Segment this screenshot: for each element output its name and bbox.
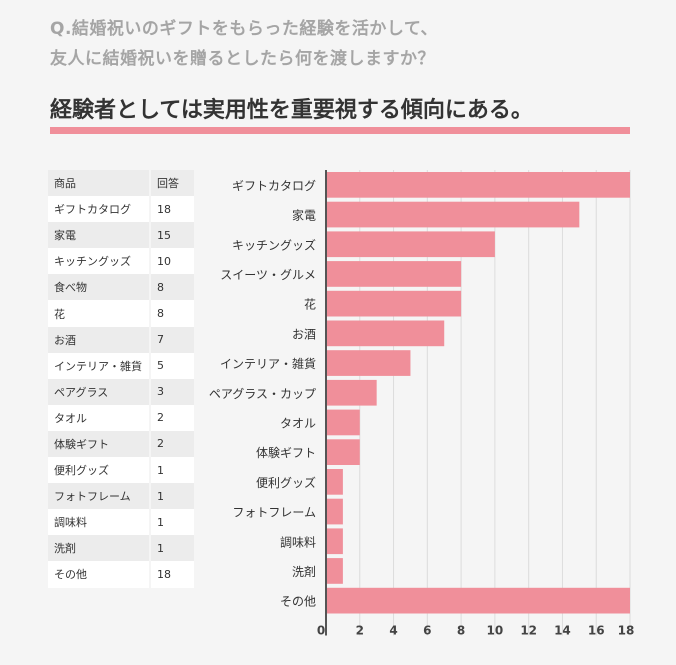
bar bbox=[326, 379, 377, 406]
count-cell: 18 bbox=[149, 196, 194, 223]
count-cell: 1 bbox=[149, 483, 194, 510]
table-row: キッチングッズ 10 bbox=[48, 248, 194, 275]
bar bbox=[326, 320, 445, 347]
table-row: お酒 7 bbox=[48, 326, 194, 353]
category-label: タオル bbox=[280, 416, 316, 430]
x-tick-label: 4 bbox=[389, 624, 397, 638]
category-label: スイーツ・グルメ bbox=[220, 268, 316, 282]
product-cell: フォトフレーム bbox=[48, 483, 150, 510]
table-row: ギフトカタログ 18 bbox=[48, 196, 194, 223]
x-tick-label: 12 bbox=[520, 624, 537, 638]
count-cell: 8 bbox=[149, 274, 194, 301]
product-cell: 体験ギフト bbox=[48, 430, 150, 458]
bar bbox=[326, 469, 343, 495]
x-tick-label: 2 bbox=[356, 624, 364, 638]
x-tick-label: 10 bbox=[487, 624, 504, 638]
headline: 経験者としては実用性を重要視する傾向にある。 bbox=[50, 98, 533, 123]
x-tick-label: 18 bbox=[618, 624, 635, 638]
category-label: 調味料 bbox=[280, 535, 316, 549]
bar bbox=[326, 409, 360, 436]
category-label: フォトフレーム bbox=[232, 506, 316, 520]
product-cell: 食べ物 bbox=[48, 274, 150, 301]
product-cell: 花 bbox=[48, 300, 150, 327]
table-row: インテリア・雑貨 5 bbox=[48, 352, 194, 379]
product-cell: その他 bbox=[48, 561, 150, 588]
count-cell: 回答 bbox=[149, 170, 194, 197]
x-tick-label: 14 bbox=[554, 624, 571, 638]
table-row: その他 18 bbox=[48, 561, 194, 588]
question-line-1: Q.結婚祝いのギフトをもらった経験を活かして、 bbox=[50, 19, 439, 39]
table-row: 食べ物 8 bbox=[48, 274, 194, 301]
bar bbox=[326, 439, 360, 465]
category-label: 体験ギフト bbox=[256, 445, 316, 460]
count-cell: 1 bbox=[149, 509, 194, 536]
category-label: ペアグラス・カップ bbox=[209, 387, 316, 401]
x-tick-label: 0 bbox=[317, 624, 325, 638]
product-cell: お酒 bbox=[48, 326, 150, 353]
product-cell: 商品 bbox=[48, 170, 150, 197]
bar bbox=[326, 558, 343, 584]
count-cell: 18 bbox=[149, 561, 194, 588]
count-cell: 5 bbox=[149, 352, 194, 379]
bar bbox=[326, 201, 580, 228]
headline-underline bbox=[50, 127, 630, 134]
bar bbox=[326, 350, 411, 376]
product-cell: 便利グッズ bbox=[48, 457, 150, 484]
category-label: 便利グッズ bbox=[256, 475, 316, 490]
category-label: 家電 bbox=[292, 208, 316, 223]
count-cell: 3 bbox=[149, 378, 194, 405]
table-row: タオル 2 bbox=[48, 404, 194, 431]
product-cell: タオル bbox=[48, 404, 150, 431]
question-line-2: 友人に結婚祝いを贈るとしたら何を渡しますか？ bbox=[50, 49, 435, 69]
category-label: キッチングッズ bbox=[232, 237, 316, 252]
table-row: 家電 15 bbox=[48, 222, 194, 249]
bar bbox=[326, 587, 630, 614]
count-cell: 8 bbox=[149, 300, 194, 327]
x-tick-label: 16 bbox=[588, 624, 605, 638]
count-cell: 10 bbox=[149, 248, 194, 275]
count-cell: 1 bbox=[149, 457, 194, 484]
table-row: 調味料 1 bbox=[48, 509, 194, 536]
count-cell: 1 bbox=[149, 535, 194, 562]
product-cell: 調味料 bbox=[48, 509, 150, 536]
count-cell: 15 bbox=[149, 222, 194, 249]
category-label: お酒 bbox=[292, 327, 316, 341]
product-cell: ギフトカタログ bbox=[48, 196, 150, 223]
product-cell: 洗剤 bbox=[48, 535, 150, 562]
bar bbox=[326, 290, 462, 317]
x-tick-label: 6 bbox=[423, 624, 431, 638]
table-row: 便利グッズ 1 bbox=[48, 457, 194, 484]
table-row: ペアグラス 3 bbox=[48, 378, 194, 405]
bar bbox=[326, 498, 343, 525]
bar bbox=[326, 231, 495, 258]
product-cell: 家電 bbox=[48, 222, 150, 249]
count-cell: 2 bbox=[149, 430, 194, 458]
table-row: 洗剤 1 bbox=[48, 535, 194, 562]
bar bbox=[326, 172, 630, 198]
data-table: 商品 回答 ギフトカタログ 18 家電 15 キッチングッズ 10 食べ物 8 花 8 お酒 7 インテリア… bbox=[48, 170, 194, 588]
table-row: フォトフレーム 1 bbox=[48, 483, 194, 510]
category-label: その他 bbox=[280, 595, 316, 609]
table-header-row: 商品 回答 bbox=[48, 170, 194, 197]
product-cell: キッチングッズ bbox=[48, 248, 150, 275]
category-label: 洗剤 bbox=[292, 564, 316, 579]
category-label: インテリア・雑貨 bbox=[220, 356, 316, 371]
bar bbox=[326, 261, 462, 287]
category-label: ギフトカタログ bbox=[232, 179, 316, 193]
bar bbox=[326, 528, 343, 555]
category-label: 花 bbox=[304, 297, 316, 312]
product-cell: インテリア・雑貨 bbox=[48, 352, 150, 379]
x-tick-label: 8 bbox=[457, 624, 465, 638]
product-cell: ペアグラス bbox=[48, 378, 150, 405]
count-cell: 2 bbox=[149, 404, 194, 431]
count-cell: 7 bbox=[149, 326, 194, 353]
table-row: 体験ギフト 2 bbox=[48, 430, 194, 458]
